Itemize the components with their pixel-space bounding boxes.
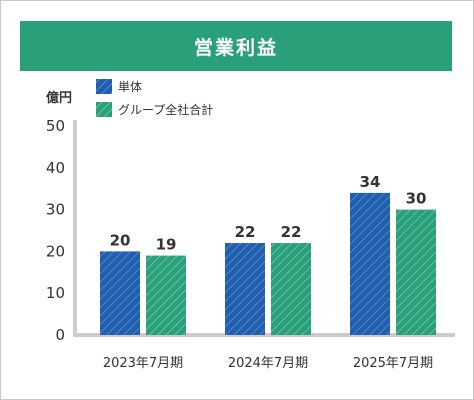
bar-group-2 [396,209,436,335]
bar-group-0 [146,255,186,335]
bar-group-1 [271,243,311,335]
bar-value-label: 19 [156,236,177,254]
bar-value-label: 34 [360,173,381,191]
bar-single-2 [350,192,390,335]
bar-single-1 [225,243,265,335]
x-category-label: 2025年7月期 [353,356,433,371]
y-tick-label: 20 [46,242,65,260]
legend-swatch-1 [96,102,112,117]
bar-value-label: 20 [110,231,131,249]
y-tick-label: 10 [46,284,65,302]
legend-swatch-0 [96,79,112,94]
legend-label-0: 単体 [118,80,142,94]
y-tick-label: 40 [46,159,65,177]
y-axis-unit: 億円 [46,90,72,106]
legend-label-1: グループ全社合計 [118,102,213,117]
y-tick-label: 0 [55,326,65,344]
bar-value-label: 22 [281,223,302,241]
bar-value-label: 30 [406,190,427,208]
chart-title: 営業利益 [20,21,452,71]
x-category-label: 2023年7月期 [103,356,183,371]
bar-single-0 [100,251,140,335]
y-tick-label: 30 [46,201,65,219]
x-category-label: 2024年7月期 [228,356,308,371]
bar-value-label: 22 [235,223,256,241]
y-tick-label: 50 [46,117,65,135]
